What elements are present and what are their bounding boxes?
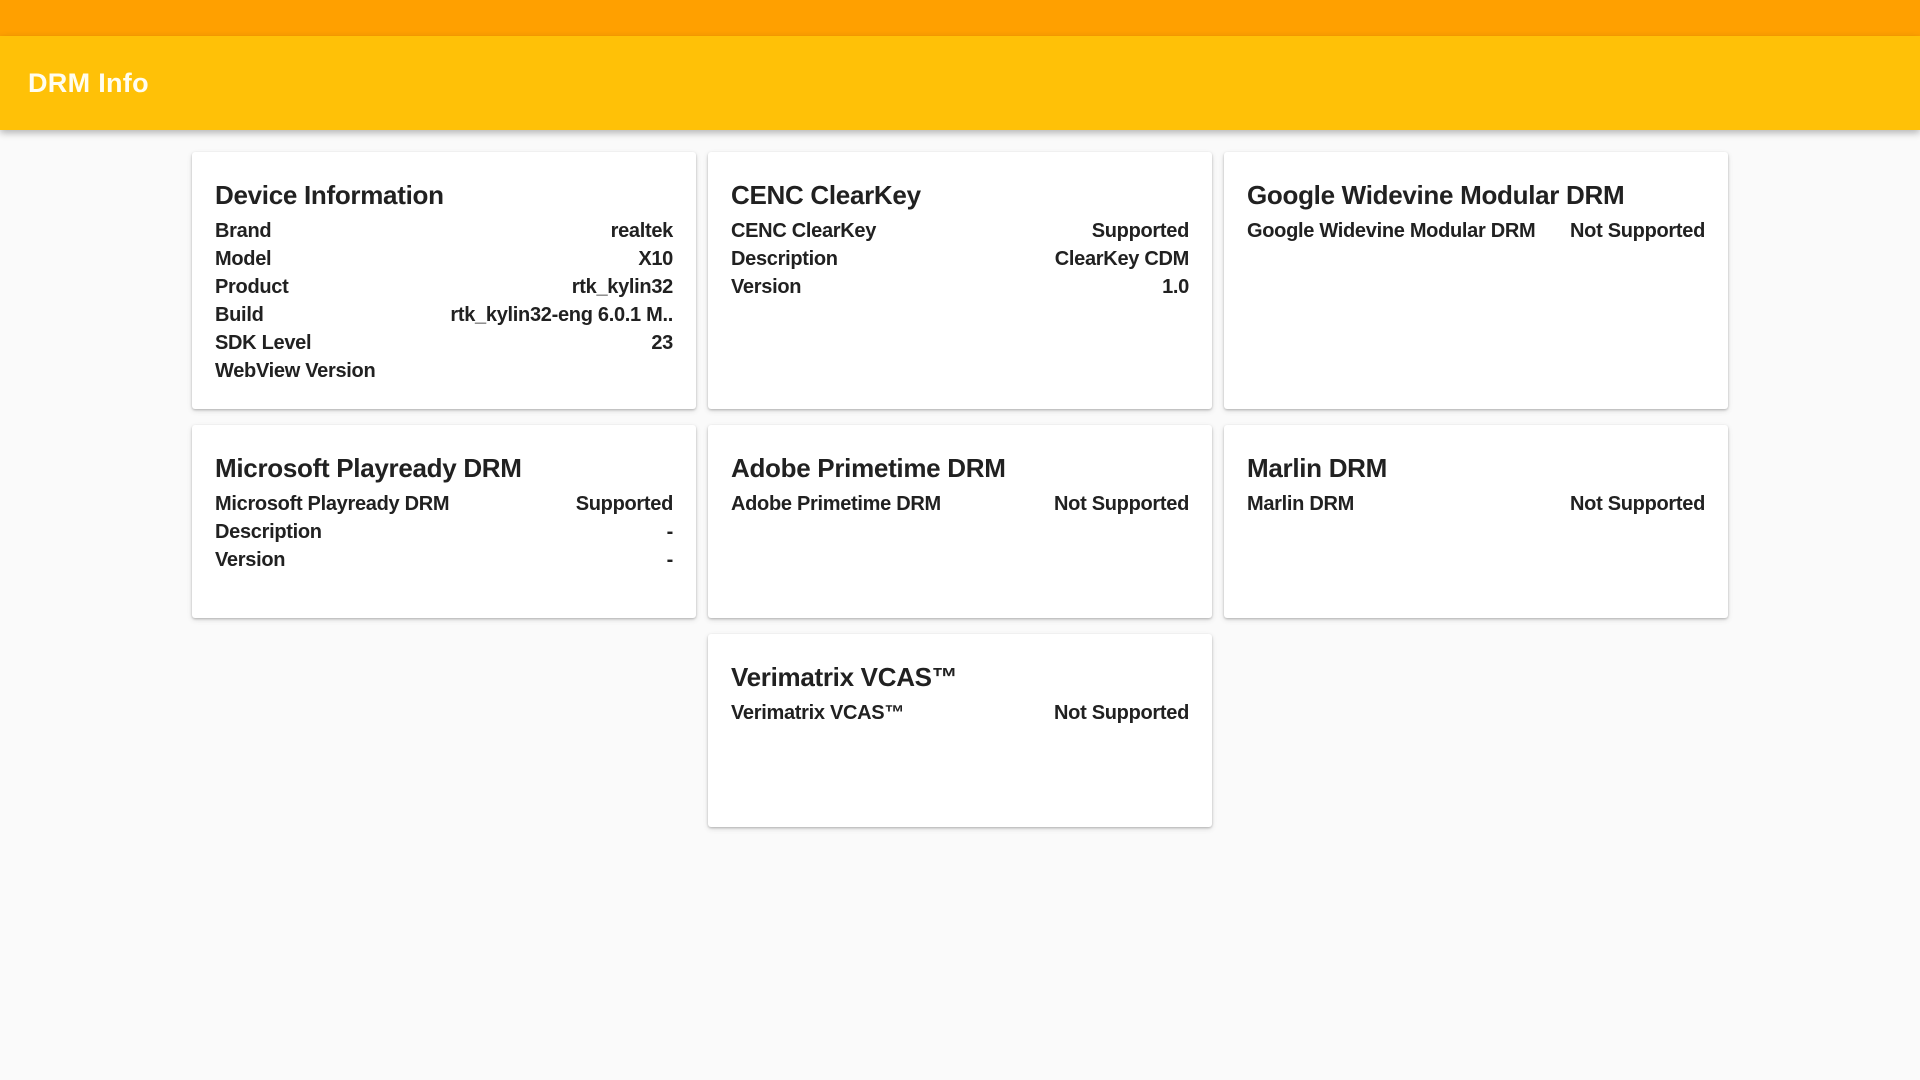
info-row: CENC ClearKey Supported bbox=[731, 217, 1189, 245]
info-row: Adobe Primetime DRM Not Supported bbox=[731, 490, 1189, 518]
card: Marlin DRM Marlin DRM Not Supported bbox=[1224, 425, 1728, 618]
info-row: Microsoft Playready DRM Supported bbox=[215, 490, 673, 518]
card-title: Marlin DRM bbox=[1247, 453, 1388, 483]
status-bar bbox=[0, 0, 1920, 36]
info-row-value: X10 bbox=[638, 248, 673, 270]
info-row-label: Build bbox=[215, 304, 264, 326]
info-row-value: Not Supported bbox=[1570, 220, 1705, 242]
card-title: CENC ClearKey bbox=[731, 180, 921, 210]
info-row-label: SDK Level bbox=[215, 332, 312, 354]
info-row: Version 1.0 bbox=[731, 273, 1189, 301]
info-row: Brand realtek bbox=[215, 217, 673, 245]
info-row-value: rtk_kylin32 bbox=[571, 276, 674, 298]
info-row-value: Supported bbox=[1091, 220, 1190, 242]
info-row-label: CENC ClearKey bbox=[731, 220, 877, 242]
card: Device Information Brand realtek Model X10 Pr… bbox=[192, 152, 696, 409]
info-row: WebView Version bbox=[215, 357, 673, 385]
info-row-label: Description bbox=[731, 248, 838, 270]
info-row: Product rtk_kylin32 bbox=[215, 273, 673, 301]
info-row: Build rtk_kylin32-eng 6.0.1 M.. bbox=[215, 301, 673, 329]
card: Google Widevine Modular DRM Google Widevi… bbox=[1224, 152, 1728, 409]
info-row-value: Not Supported bbox=[1570, 493, 1705, 515]
card-title: Adobe Primetime DRM bbox=[731, 453, 1006, 483]
card-grid: Device Information Brand realtek Model X10 Pr… bbox=[192, 130, 1728, 827]
info-row: SDK Level 23 bbox=[215, 329, 673, 357]
card-title: Device Information bbox=[215, 180, 444, 210]
info-row-value: Supported bbox=[575, 493, 674, 515]
info-row-label: Version bbox=[731, 276, 802, 298]
info-row: Google Widevine Modular DRM Not Supported bbox=[1247, 217, 1705, 245]
info-row-label: Product bbox=[215, 276, 289, 298]
info-row: Description ClearKey CDM bbox=[731, 245, 1189, 273]
info-row-label: Microsoft Playready DRM bbox=[215, 493, 450, 515]
info-row: Marlin DRM Not Supported bbox=[1247, 490, 1705, 518]
card: CENC ClearKey CENC ClearKey Supported Descr… bbox=[708, 152, 1212, 409]
card-title: Microsoft Playready DRM bbox=[215, 453, 522, 483]
info-row-value: rtk_kylin32-eng 6.0.1 M.. bbox=[450, 304, 673, 326]
card: Microsoft Playready DRM Microsoft Playrea… bbox=[192, 425, 696, 618]
card: Adobe Primetime DRM Adobe Primetime DRM No… bbox=[708, 425, 1212, 618]
info-row-label: WebView Version bbox=[215, 360, 376, 382]
app-bar: DRM Info bbox=[0, 36, 1920, 130]
app-title: DRM Info bbox=[28, 67, 149, 98]
info-row-value: - bbox=[666, 521, 674, 543]
info-row: Verimatrix VCAS™ Not Supported bbox=[731, 699, 1189, 727]
info-row-label: Google Widevine Modular DRM bbox=[1247, 220, 1536, 242]
info-row-label: Description bbox=[215, 521, 322, 543]
info-row-value: Not Supported bbox=[1054, 702, 1189, 724]
info-row-value: 1.0 bbox=[1162, 276, 1189, 298]
info-row: Description - bbox=[215, 518, 673, 546]
info-row: Version - bbox=[215, 546, 673, 574]
info-row: Model X10 bbox=[215, 245, 673, 273]
info-row-label: Model bbox=[215, 248, 272, 270]
info-row-label: Verimatrix VCAS™ bbox=[731, 702, 905, 724]
info-row-label: Adobe Primetime DRM bbox=[731, 493, 941, 515]
info-row-label: Version bbox=[215, 549, 286, 571]
card: Verimatrix VCAS™ Verimatrix VCAS™ Not Supp… bbox=[708, 634, 1212, 827]
info-row-value: realtek bbox=[610, 220, 674, 242]
drm-info-screen: DRM Info Device Information Brand realtek M… bbox=[0, 0, 1920, 827]
info-row-label: Brand bbox=[215, 220, 272, 242]
info-row-value: - bbox=[666, 549, 674, 571]
info-row-value: 23 bbox=[651, 332, 673, 354]
info-row-value: Not Supported bbox=[1054, 493, 1189, 515]
card-title: Verimatrix VCAS™ bbox=[731, 662, 958, 692]
info-row-value: ClearKey CDM bbox=[1054, 248, 1190, 270]
card-title: Google Widevine Modular DRM bbox=[1247, 180, 1625, 210]
info-row-label: Marlin DRM bbox=[1247, 493, 1355, 515]
